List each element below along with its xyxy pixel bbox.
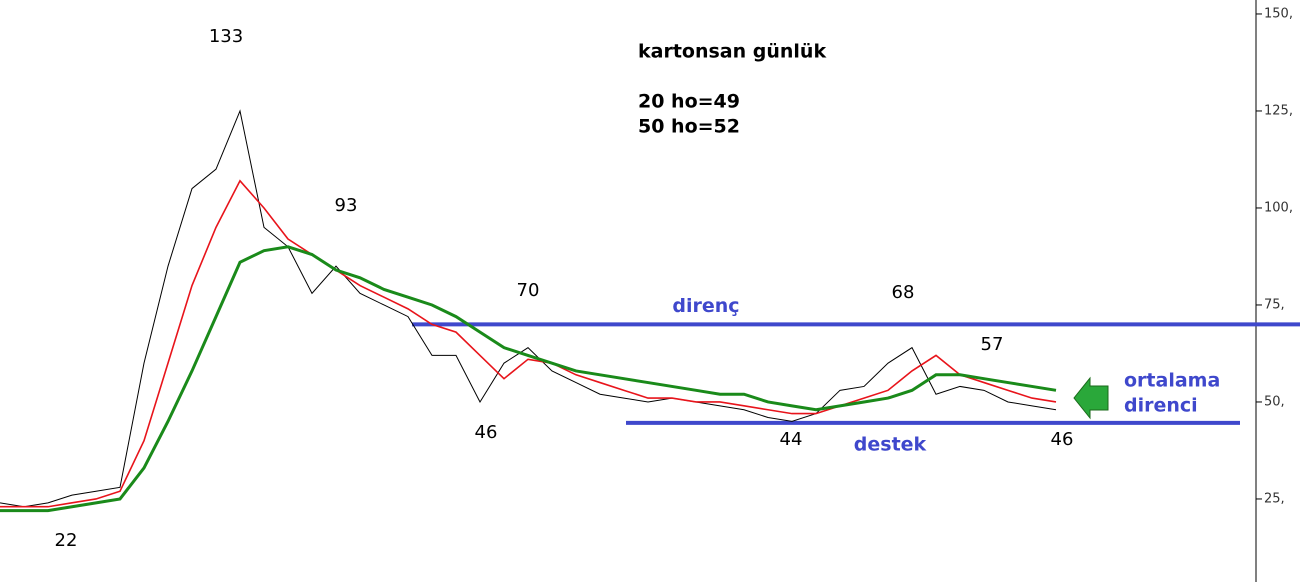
y-tick-label: 125, — [1264, 103, 1293, 118]
callout: ortalama — [1124, 370, 1220, 392]
y-tick-label: 25, — [1264, 491, 1285, 506]
point-label: 93 — [335, 195, 358, 216]
series-line — [0, 179, 1057, 508]
note: 50 ho=52 — [638, 116, 740, 138]
level-label: destek — [854, 433, 927, 455]
callout: direnci — [1124, 395, 1198, 417]
point-label: 22 — [55, 530, 78, 551]
series-line — [0, 245, 1057, 513]
point-label: 46 — [475, 422, 498, 443]
y-tick-label: 75, — [1264, 297, 1285, 312]
point-label: 70 — [517, 280, 540, 301]
point-label: 57 — [981, 334, 1004, 355]
point-label: 133 — [209, 26, 243, 47]
point-label: 68 — [892, 282, 915, 303]
note: 20 ho=49 — [638, 91, 740, 113]
level-label: direnç — [672, 295, 739, 317]
y-tick-label: 100, — [1264, 200, 1293, 215]
chart-title: kartonsan günlük — [638, 41, 826, 63]
y-tick-label: 150, — [1264, 6, 1293, 21]
point-label: 44 — [780, 429, 803, 450]
series-line — [0, 109, 1057, 508]
point-label: 46 — [1051, 429, 1074, 450]
arrow — [1073, 376, 1109, 420]
y-tick-label: 50, — [1264, 394, 1285, 409]
